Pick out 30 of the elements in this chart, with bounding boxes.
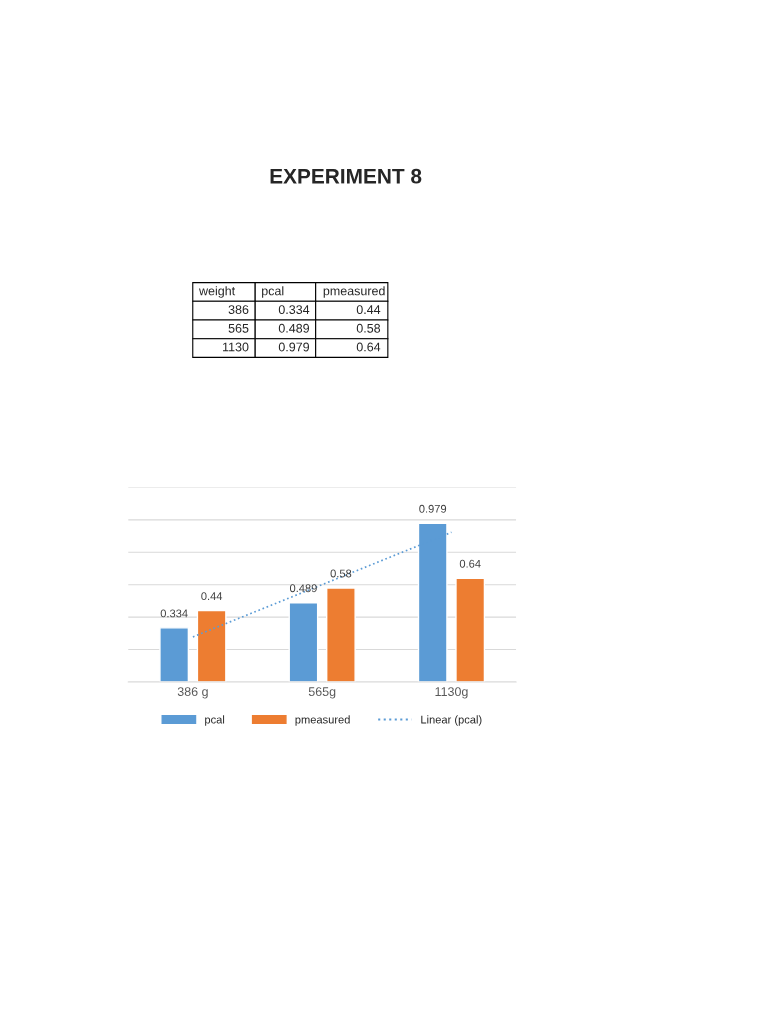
text: 0.44 [356, 305, 381, 315]
text: 386 [228, 305, 249, 315]
text: 565 [228, 323, 249, 333]
bar [326, 587, 356, 682]
data-label: 0.44 [201, 592, 223, 601]
legend-label: pmeasured [295, 715, 350, 726]
x-tick-label: 1130g [435, 687, 468, 699]
text: weight [198, 286, 236, 298]
x-tick-label: 565g [308, 687, 336, 699]
text: pmeasured [323, 286, 385, 298]
data-label: 0.58 [330, 569, 352, 578]
data-label: 0.64 [459, 559, 481, 568]
data-label: 0.979 [419, 504, 447, 513]
legend-label: pcal [205, 715, 225, 726]
text: 0.489 [278, 323, 310, 333]
bar [455, 577, 486, 682]
chart-title: EXPERIMENT 8 [270, 168, 422, 184]
text: 0.979 [278, 342, 310, 352]
text: 1130 [223, 342, 249, 352]
data-label: 0.334 [160, 609, 188, 618]
text: 0.334 [278, 305, 310, 315]
legend-label: Linear (pcal) [421, 715, 482, 726]
text: pcal [262, 286, 284, 298]
x-tick-label: 386 g [177, 687, 208, 699]
bar [288, 602, 319, 682]
text: 0.58 [356, 323, 381, 333]
data-label: 0.489 [289, 584, 317, 593]
bar [196, 609, 227, 682]
text: 0.64 [356, 342, 381, 352]
bar [159, 627, 190, 682]
